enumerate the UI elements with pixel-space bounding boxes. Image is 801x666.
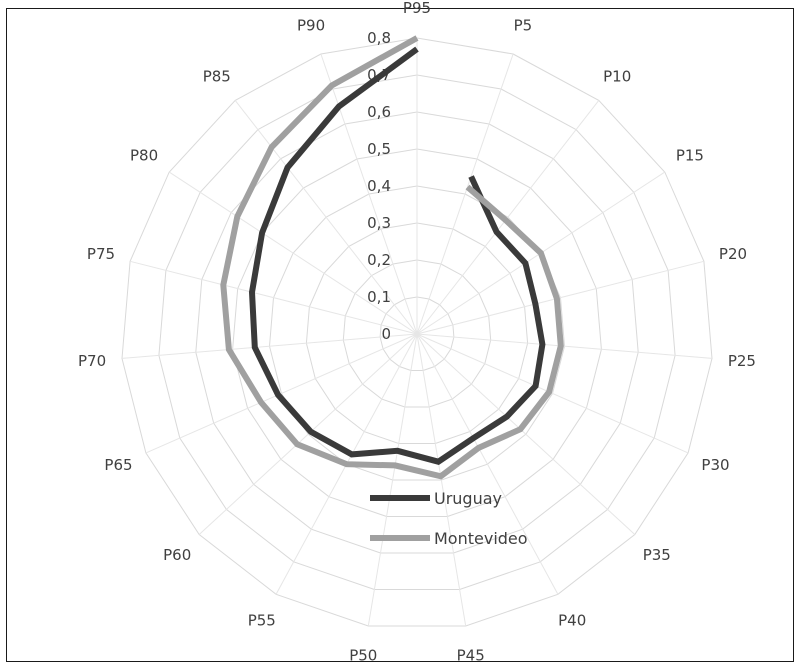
category-label-p90: P90: [297, 17, 325, 35]
spoke-p40: [416, 333, 559, 595]
category-label-p40: P40: [558, 612, 586, 630]
tick-label: 0,2: [367, 251, 391, 269]
category-label-p75: P75: [87, 245, 115, 263]
category-label-p55: P55: [248, 612, 276, 630]
category-label-p80: P80: [130, 147, 158, 165]
spoke-p80: [168, 171, 418, 335]
category-label-p60: P60: [163, 546, 191, 564]
tick-label: 0,1: [367, 288, 391, 306]
legend: Uruguay Montevideo: [370, 489, 528, 548]
spoke-p50: [367, 333, 418, 627]
spoke-p65: [145, 333, 418, 454]
spoke-p25: [416, 333, 713, 359]
spoke-p90: [320, 53, 418, 335]
data-series: [220, 35, 564, 480]
tick-label: 0,8: [367, 29, 391, 47]
spoke-p10: [416, 100, 600, 335]
grid-ring-7: [158, 74, 676, 590]
category-label-p70: P70: [78, 352, 106, 370]
legend-label-uruguay: Uruguay: [434, 489, 502, 508]
category-label-p45: P45: [457, 647, 485, 665]
grid-ring-2: [342, 259, 492, 408]
grid-ring-6: [195, 111, 639, 554]
radar-grid: [121, 37, 713, 627]
spoke-p45: [416, 333, 467, 627]
series-line-montevideo: [220, 35, 564, 480]
tick-label: 0,3: [367, 214, 391, 232]
spoke-p70: [121, 333, 418, 359]
category-labels: P5 P10 P15 P20 P25 P30 P35 P40 P45 P50 P55 P60 P65 P7…: [78, 0, 756, 665]
category-label-p15: P15: [676, 147, 704, 165]
spoke-p35: [416, 333, 636, 535]
category-label-p30: P30: [701, 456, 729, 474]
spoke-p60: [198, 333, 418, 535]
grid-ring-3: [305, 222, 529, 444]
tick-label: 0,5: [367, 140, 391, 158]
spoke-p30: [416, 333, 689, 454]
grid-ring-5: [232, 148, 602, 517]
series-line-uruguay: [248, 46, 546, 465]
grid-ring-1: [379, 296, 455, 371]
category-label-p35: P35: [643, 546, 671, 564]
spoke-p85: [234, 100, 418, 335]
spoke-p5: [416, 53, 514, 335]
category-label-p85: P85: [203, 68, 231, 86]
tick-label: 0,6: [367, 103, 391, 121]
tick-label: 0: [381, 325, 391, 343]
spoke-p75: [129, 260, 418, 335]
category-label-p10: P10: [603, 68, 631, 86]
tick-label: 0,4: [367, 177, 391, 195]
spoke-p20: [416, 260, 705, 335]
grid-ring-4: [268, 185, 566, 481]
grid-ring-8: [121, 37, 713, 627]
category-label-p20: P20: [719, 245, 747, 263]
category-label-p65: P65: [104, 456, 132, 474]
radial-ticks: 00,10,20,30,40,50,60,70,8: [367, 29, 391, 343]
legend-label-montevideo: Montevideo: [434, 529, 528, 548]
category-label-p5: P5: [514, 17, 533, 35]
category-label-p25: P25: [728, 352, 756, 370]
category-label-p50: P50: [349, 647, 377, 665]
category-label-p95: P95: [403, 0, 431, 17]
